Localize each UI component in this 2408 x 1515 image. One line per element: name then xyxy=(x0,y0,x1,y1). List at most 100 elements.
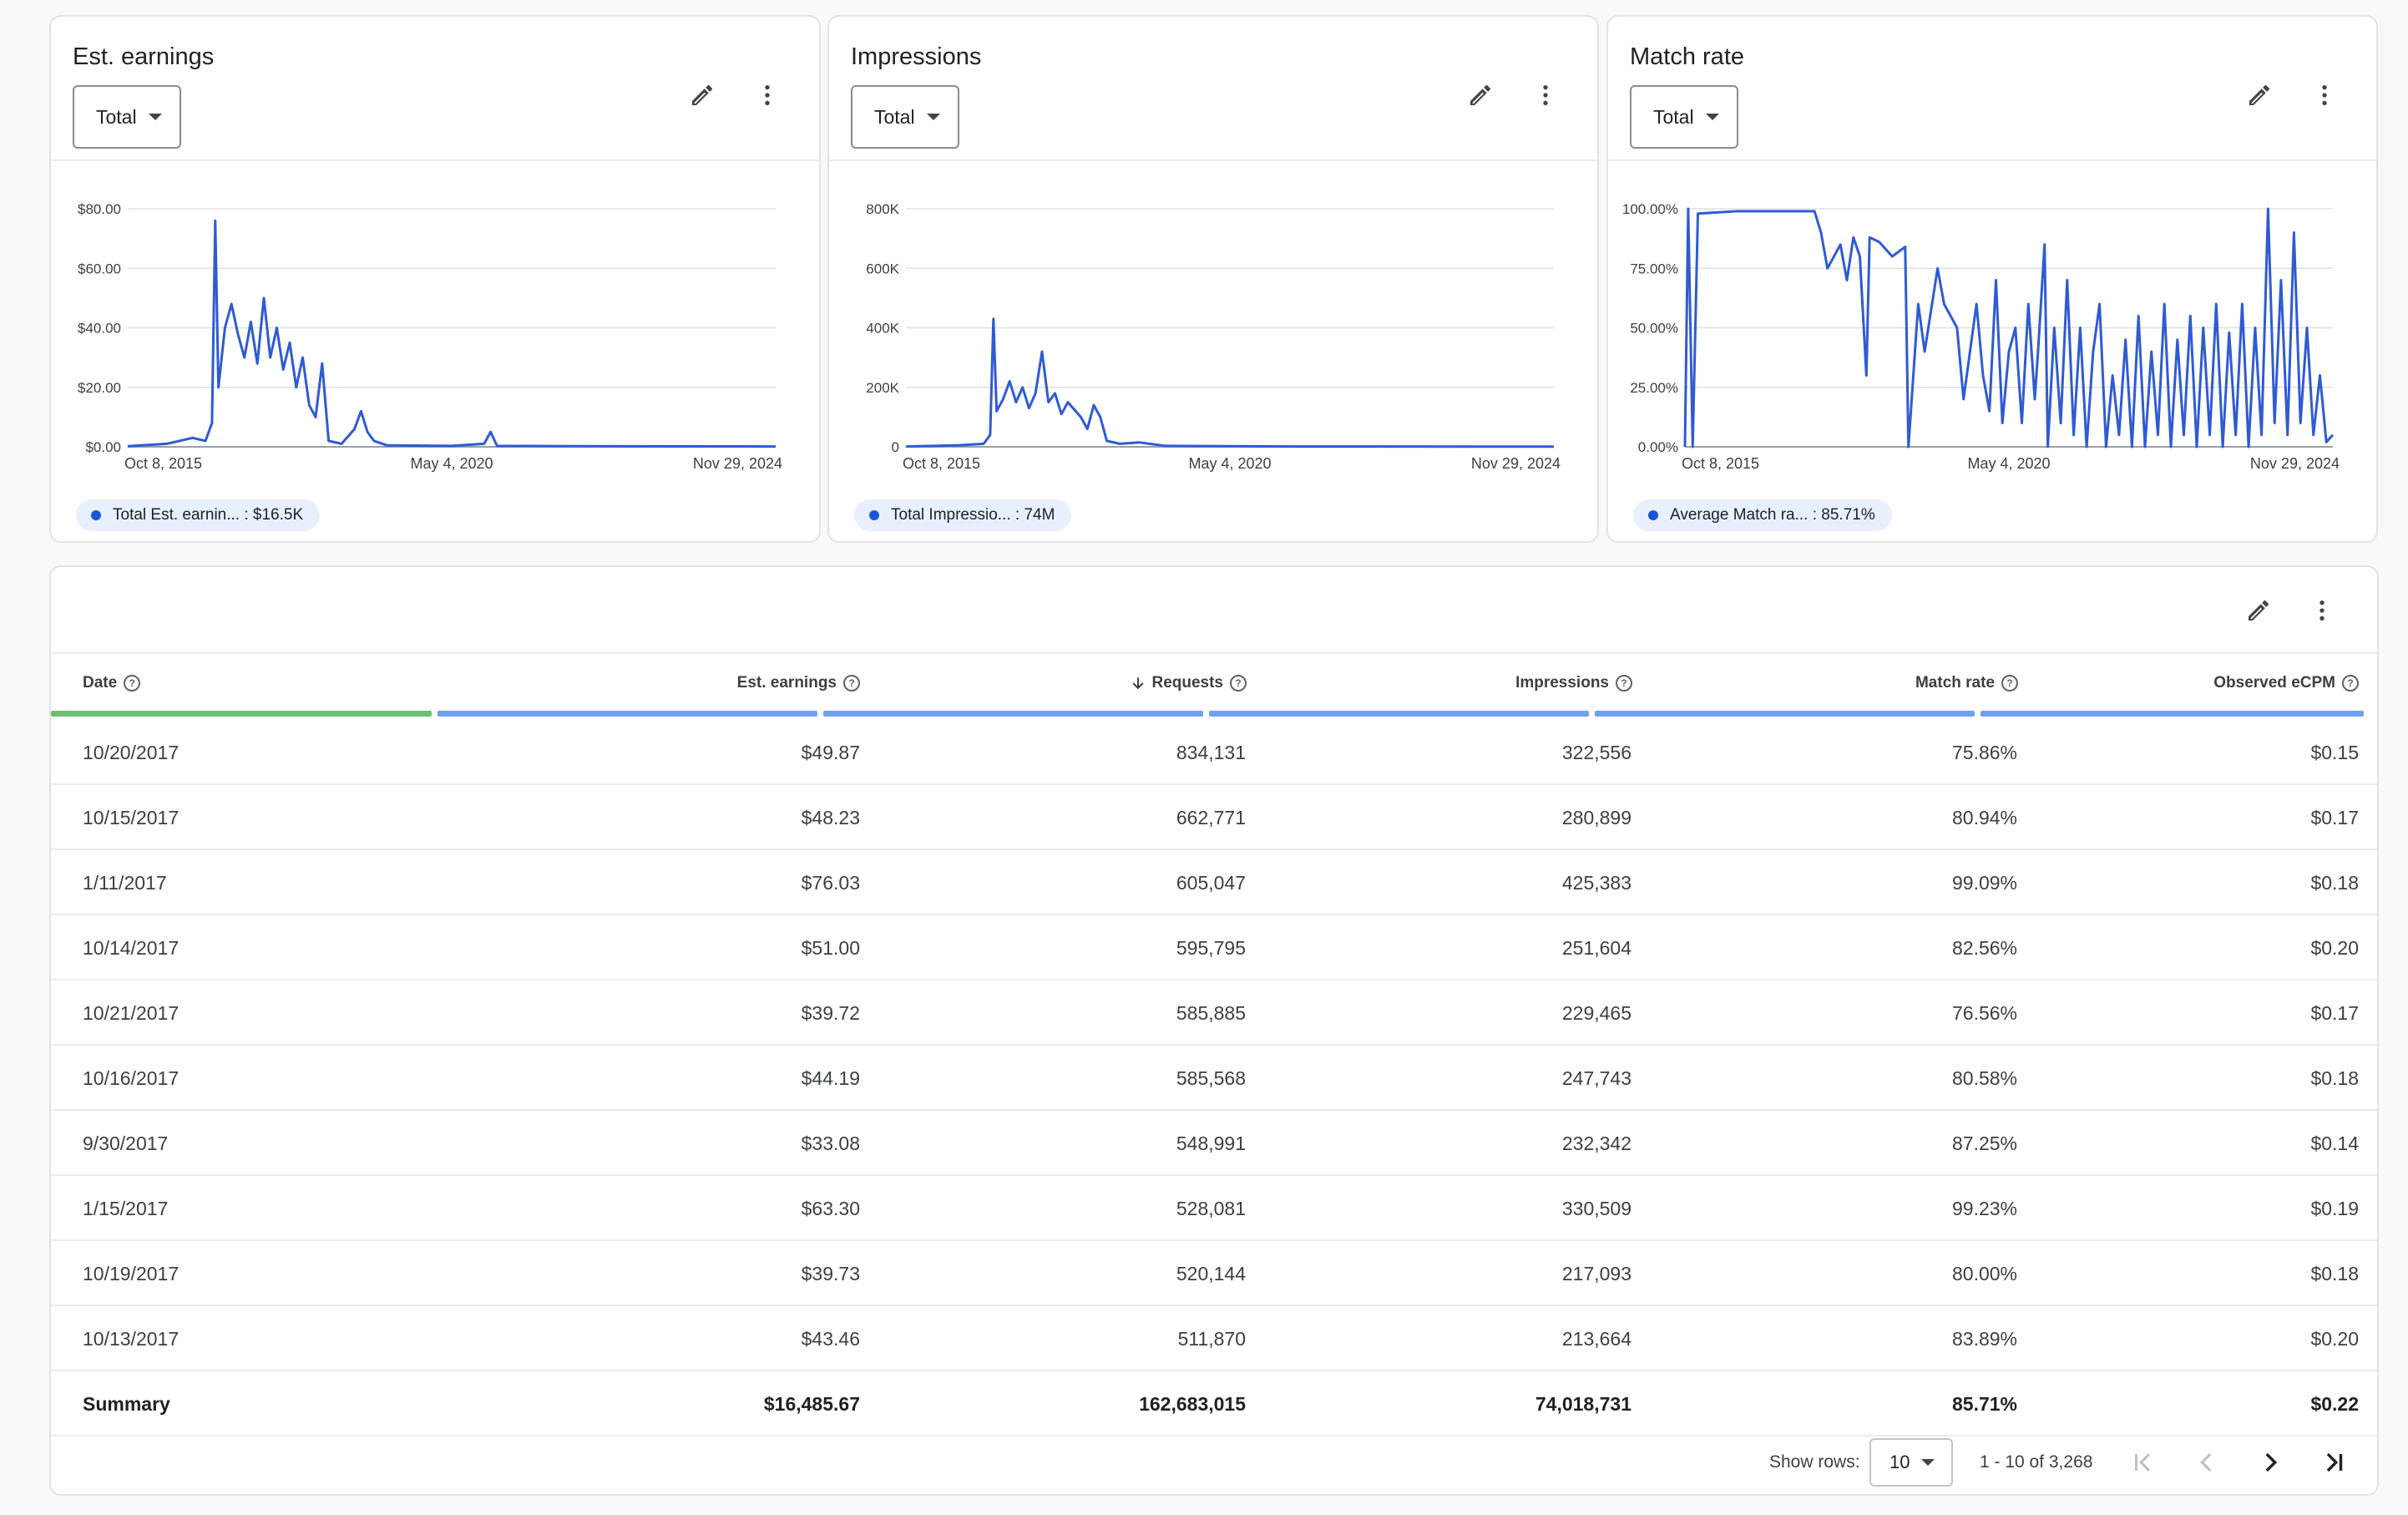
y-tick-label: 400K xyxy=(866,321,899,337)
table-cell: 82.56% xyxy=(1951,937,2017,959)
pencil-icon xyxy=(2249,600,2269,621)
total-dropdown[interactable]: Total xyxy=(851,85,959,149)
series-dot xyxy=(1648,510,1658,520)
table-cell: $0.15 xyxy=(2310,742,2359,763)
table-row: 10/21/2017 $39.72 585,885 229,465 76.56% $0.1… xyxy=(51,980,2377,1046)
edit-button[interactable] xyxy=(2240,592,2277,629)
edit-button[interactable] xyxy=(2241,77,2278,114)
y-tick-label: $80.00 xyxy=(78,201,121,217)
header-label: Match rate xyxy=(1915,674,1995,692)
column-header-est-earnings[interactable]: Est. earnings ? xyxy=(737,674,860,692)
table-row: 10/13/2017 $43.46 511,870 213,664 83.89% $0.2… xyxy=(51,1306,2377,1371)
table-cell: 10/14/2017 xyxy=(83,937,180,959)
caret-down-icon xyxy=(148,114,162,120)
pagination-range: 1 - 10 of 3,268 xyxy=(1980,1452,2093,1472)
table-cell: 528,081 xyxy=(1176,1198,1246,1219)
x-tick-label: May 4, 2020 xyxy=(1967,455,2050,472)
table-cell: $0.18 xyxy=(2310,1263,2359,1284)
help-icon[interactable]: ? xyxy=(2342,675,2359,692)
impressions-line-chart: 0 200K 400K 600K 800K Oct 8, 2015 May 4, 2020 N… xyxy=(866,201,1561,472)
table-row: 9/30/2017 $33.08 548,991 232,342 87.25% $0.14 xyxy=(51,1111,2377,1176)
chart-title: Impressions xyxy=(851,43,982,70)
x-tick-label: May 4, 2020 xyxy=(1188,455,1271,472)
table-cell: $0.18 xyxy=(2310,1067,2359,1089)
column-header-requests[interactable]: Requests ? xyxy=(1130,674,1247,692)
more-options-button[interactable] xyxy=(1527,77,1564,114)
y-tick-label: $0.00 xyxy=(85,439,121,455)
table-cell: 76.56% xyxy=(1951,1002,2017,1024)
earnings-line-chart: $0.00 $20.00 $40.00 $60.00 $80.00 Oct 8, 2015… xyxy=(78,201,782,472)
more-options-button[interactable] xyxy=(749,77,786,114)
chart-card-match-rate: Match rate Total 0.00% 25.00% 50.00% 75.00%… xyxy=(1606,15,2378,543)
help-icon[interactable]: ? xyxy=(843,675,860,692)
total-dropdown[interactable]: Total xyxy=(1630,85,1738,149)
table-cell: 425,383 xyxy=(1561,872,1631,894)
legend-chip[interactable]: Total Est. earnin... : $16.5K xyxy=(76,499,321,531)
help-icon[interactable]: ? xyxy=(1616,675,1632,692)
edit-button[interactable] xyxy=(1462,77,1499,114)
match-rate-line-chart: 0.00% 25.00% 50.00% 75.00% 100.00% Oct 8, 201… xyxy=(1622,201,2340,472)
table-cell: 99.09% xyxy=(1951,872,2017,894)
help-icon[interactable]: ? xyxy=(2001,675,2018,692)
help-icon[interactable]: ? xyxy=(1230,675,1247,692)
chart-card-earnings: Est. earnings Total $0.00 $20.00 $40.00 $60… xyxy=(49,15,821,543)
table-cell: 9/30/2017 xyxy=(83,1132,169,1154)
table-cell: 662,771 xyxy=(1176,807,1246,828)
first-page-button[interactable] xyxy=(2125,1444,2162,1481)
column-header-impressions[interactable]: Impressions ? xyxy=(1515,674,1632,692)
table-cell: 585,885 xyxy=(1176,1002,1246,1024)
y-tick-label: 600K xyxy=(866,261,899,276)
table-cell: Summary xyxy=(83,1393,170,1415)
table-cell: 10/21/2017 xyxy=(83,1002,180,1024)
table-cell: $0.17 xyxy=(2310,1002,2359,1024)
table-cell: 1/15/2017 xyxy=(83,1198,169,1219)
table-row: 10/20/2017 $49.87 834,131 322,556 75.86% $0.1… xyxy=(51,720,2377,785)
x-tick-label: Oct 8, 2015 xyxy=(903,455,980,472)
dropdown-label: Total xyxy=(1653,105,1694,128)
table-cell: 162,683,015 xyxy=(1139,1393,1246,1415)
table-cell: $0.20 xyxy=(2310,937,2359,959)
total-dropdown[interactable]: Total xyxy=(73,85,181,149)
table-cell: 85.71% xyxy=(1951,1393,2017,1415)
column-header-match-rate[interactable]: Match rate ? xyxy=(1915,674,2018,692)
previous-page-button[interactable] xyxy=(2188,1444,2225,1481)
table-row: 1/11/2017 $76.03 605,047 425,383 99.09% $0.18 xyxy=(51,850,2377,915)
next-page-button[interactable] xyxy=(2252,1444,2289,1481)
x-tick-label: Oct 8, 2015 xyxy=(124,455,202,472)
more-vert-icon xyxy=(1543,85,1548,105)
rows-per-page-select[interactable]: 10 xyxy=(1869,1438,1953,1487)
last-page-button[interactable] xyxy=(2315,1444,2352,1481)
legend-text: Total Impressio... : 74M xyxy=(891,506,1055,524)
divider xyxy=(1608,160,2376,161)
table-cell: $0.20 xyxy=(2310,1328,2359,1350)
table-cell: 83.89% xyxy=(1951,1328,2017,1350)
table-cell: $51.00 xyxy=(801,937,860,959)
column-header-date[interactable]: Date ? xyxy=(83,674,141,692)
series-line xyxy=(905,317,1555,448)
y-tick-label: 100.00% xyxy=(1622,201,1678,217)
header-label: Est. earnings xyxy=(736,674,837,692)
table-row: 10/15/2017 $48.23 662,771 280,899 80.94% $0.1… xyxy=(51,785,2377,850)
show-rows-label: Show rows: xyxy=(1769,1452,1860,1472)
chart-title: Est. earnings xyxy=(73,43,215,70)
chart-title: Match rate xyxy=(1630,43,1744,70)
column-header-observed-ecpm[interactable]: Observed eCPM ? xyxy=(2213,674,2359,692)
table-cell: 80.58% xyxy=(1951,1067,2017,1089)
y-tick-label: 0 xyxy=(892,439,899,455)
edit-button[interactable] xyxy=(684,77,721,114)
help-icon[interactable]: ? xyxy=(124,675,141,692)
table-row: 10/14/2017 $51.00 595,795 251,604 82.56% $0.2… xyxy=(51,915,2377,980)
legend-chip[interactable]: Average Match ra... : 85.71% xyxy=(1633,499,1892,531)
last-page-icon xyxy=(2326,1452,2343,1472)
rows-per-page-value: 10 xyxy=(1889,1452,1910,1472)
pencil-icon xyxy=(692,84,712,105)
legend-chip[interactable]: Total Impressio... : 74M xyxy=(854,499,1072,531)
table-cell: 10/13/2017 xyxy=(83,1328,180,1350)
summary-row: Summary $16,485.67 162,683,015 74,018,731 85… xyxy=(51,1371,2377,1436)
table-cell: $49.87 xyxy=(801,742,860,763)
table-row: 10/19/2017 $39.73 520,144 217,093 80.00% $0.1… xyxy=(51,1241,2377,1306)
table-cell: 1/11/2017 xyxy=(83,872,167,894)
table-cell: $0.22 xyxy=(2310,1393,2359,1415)
more-options-button[interactable] xyxy=(2306,77,2343,114)
more-options-button[interactable] xyxy=(2304,592,2340,629)
